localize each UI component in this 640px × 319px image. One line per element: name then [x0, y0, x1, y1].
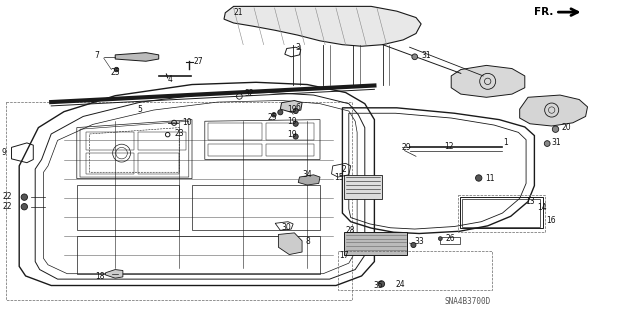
- Text: 21: 21: [234, 8, 243, 17]
- Text: 5: 5: [138, 105, 143, 114]
- Text: 31: 31: [421, 51, 431, 60]
- Polygon shape: [280, 100, 302, 112]
- Bar: [462, 199, 540, 227]
- Bar: [338, 251, 492, 290]
- Circle shape: [21, 204, 28, 210]
- Circle shape: [412, 54, 417, 60]
- Text: 26: 26: [445, 234, 455, 243]
- Bar: [208, 123, 262, 140]
- Text: 4: 4: [168, 75, 173, 84]
- Text: 17: 17: [339, 251, 349, 260]
- Circle shape: [272, 113, 276, 117]
- Text: 2: 2: [342, 165, 346, 174]
- Text: 19: 19: [287, 130, 296, 139]
- Bar: [86, 153, 134, 174]
- Circle shape: [278, 110, 283, 115]
- Text: 24: 24: [396, 280, 405, 289]
- Text: 27: 27: [193, 57, 203, 66]
- Bar: [86, 132, 134, 150]
- Circle shape: [411, 242, 416, 248]
- Bar: [138, 132, 186, 150]
- Circle shape: [293, 108, 298, 114]
- Text: 13: 13: [525, 197, 534, 206]
- Text: 19: 19: [287, 105, 296, 114]
- Polygon shape: [224, 6, 421, 46]
- Text: FR.: FR.: [534, 7, 554, 17]
- Polygon shape: [520, 95, 588, 126]
- Text: 25: 25: [268, 113, 277, 122]
- Text: 30: 30: [282, 223, 291, 232]
- Text: 34: 34: [302, 170, 312, 179]
- Bar: [6, 102, 352, 300]
- Bar: [266, 144, 314, 156]
- Bar: [344, 175, 382, 199]
- Text: 20: 20: [562, 123, 572, 132]
- Circle shape: [552, 126, 559, 132]
- Text: 16: 16: [547, 216, 556, 225]
- Bar: [344, 232, 407, 255]
- Circle shape: [438, 237, 442, 241]
- Text: 23: 23: [174, 129, 184, 138]
- Text: 28: 28: [346, 226, 355, 235]
- Text: 1: 1: [503, 138, 508, 147]
- Text: 33: 33: [415, 237, 424, 246]
- Text: 19: 19: [287, 117, 296, 126]
- Text: 14: 14: [538, 204, 547, 212]
- Text: 10: 10: [182, 118, 192, 127]
- Text: 18: 18: [95, 272, 104, 281]
- Text: 11: 11: [485, 174, 495, 182]
- Text: 31: 31: [552, 138, 561, 147]
- Bar: [266, 123, 314, 140]
- Bar: [208, 144, 262, 156]
- Circle shape: [293, 121, 298, 126]
- Polygon shape: [115, 53, 159, 61]
- Text: SNA4B3700D: SNA4B3700D: [445, 297, 491, 306]
- Text: 3: 3: [296, 43, 301, 52]
- Circle shape: [378, 281, 385, 287]
- Bar: [440, 237, 460, 244]
- Polygon shape: [451, 65, 525, 97]
- Circle shape: [476, 175, 482, 181]
- Polygon shape: [278, 233, 302, 255]
- Bar: [138, 153, 179, 174]
- Circle shape: [293, 134, 298, 139]
- Circle shape: [545, 141, 550, 146]
- Polygon shape: [106, 270, 123, 278]
- Text: 32: 32: [244, 89, 254, 98]
- Bar: [458, 195, 545, 232]
- Bar: [460, 197, 543, 228]
- Text: 22: 22: [3, 192, 12, 201]
- Text: 7: 7: [95, 51, 100, 60]
- Circle shape: [115, 67, 118, 72]
- Text: 12: 12: [444, 142, 454, 151]
- Text: 25: 25: [110, 68, 120, 77]
- Text: 6: 6: [296, 103, 301, 112]
- Circle shape: [21, 194, 28, 200]
- Text: 22: 22: [3, 202, 12, 211]
- Text: 35: 35: [374, 281, 383, 290]
- Polygon shape: [298, 175, 320, 185]
- Text: 15: 15: [334, 173, 344, 182]
- Text: 8: 8: [306, 237, 310, 246]
- Text: 9: 9: [1, 148, 6, 157]
- Text: 29: 29: [402, 143, 412, 152]
